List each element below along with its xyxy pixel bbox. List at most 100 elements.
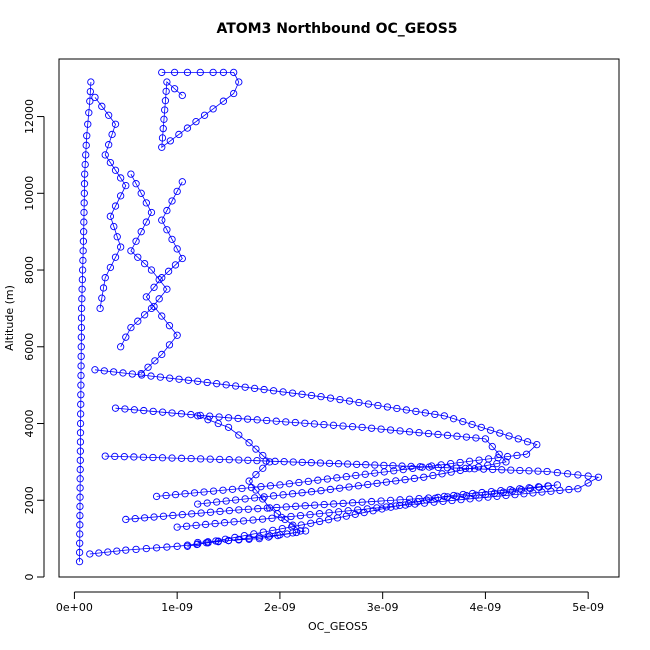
data-point [170,68,179,77]
data-point [503,452,512,461]
data-point [344,507,352,515]
data-point [151,357,159,365]
data-point [392,502,400,510]
data-point [345,397,354,405]
data-point [106,158,115,167]
data-point [475,456,483,464]
data-point [486,426,495,434]
data-point [100,367,108,375]
data-point [77,362,85,370]
data-point [163,78,171,86]
data-point [158,408,167,416]
data-point [315,510,324,518]
data-point [182,522,191,530]
data-point [459,417,467,426]
data-point [106,263,115,272]
data-point [224,536,233,545]
data-point [77,333,85,341]
data-point [488,442,496,451]
data-point [574,485,582,493]
data-point [277,513,286,522]
data-point [371,469,379,477]
data-point [219,68,228,77]
data-point [173,523,181,531]
data-point [194,377,202,385]
data-point [382,478,391,486]
data-point [250,494,259,502]
data-point [260,385,268,394]
data-point [465,457,474,465]
data-series [111,404,510,508]
x-tick-label: 3e-09 [367,601,399,614]
data-point [111,120,120,128]
data-point [252,445,260,453]
data-point [287,512,295,521]
data-point [584,479,592,487]
data-point [362,461,370,469]
series-line [197,415,301,532]
y-tick-label: 2000 [23,486,36,514]
data-point [534,467,542,475]
data-point [493,459,501,468]
data-point [264,533,273,541]
data-point [336,484,344,492]
data-point [178,91,186,100]
data-point [232,382,240,390]
data-point [76,447,85,455]
data-point [574,471,582,479]
data-point [76,484,84,492]
data-point [111,452,119,461]
data-point [113,547,121,555]
x-tick-label: 4e-09 [470,601,502,614]
data-point [333,474,341,482]
data-point [378,505,386,513]
data-point [173,245,181,253]
data-point [307,488,316,496]
data-point [166,374,174,382]
data-point [307,459,315,467]
data-point [241,495,249,503]
data-point [162,87,170,95]
data-point [377,425,385,433]
data-point [216,455,224,464]
data-point [152,544,161,552]
data-point [301,502,309,510]
data-point [325,509,333,517]
data-point [525,484,533,492]
data-point [77,314,86,322]
data-point [259,528,267,536]
data-point [516,485,524,493]
data-point [392,477,400,485]
data-point [201,520,210,529]
data-point [117,243,125,251]
data-point [354,482,363,490]
data-point [405,428,414,436]
data-point [122,333,130,341]
data-point [407,462,415,471]
data-point [109,368,118,376]
data-point [96,304,104,313]
data-point [389,462,397,470]
data-point [296,511,305,520]
data-point [147,266,156,274]
series-line [125,484,558,547]
data-point [434,430,442,439]
data-point [245,439,253,447]
data-point [252,471,260,479]
data-point [440,412,448,420]
data-point [196,68,204,77]
data-point [235,536,243,544]
data-point [329,421,338,429]
data-point [209,487,218,495]
data-point [214,419,222,428]
data-point [183,124,192,132]
data-point [111,202,120,210]
data-point [76,465,84,474]
data-point [127,323,135,332]
data-point [461,464,470,473]
data-point [137,189,145,197]
data-point [244,456,252,464]
data-point [288,490,297,498]
data-point [211,519,219,528]
data-point [105,141,113,149]
